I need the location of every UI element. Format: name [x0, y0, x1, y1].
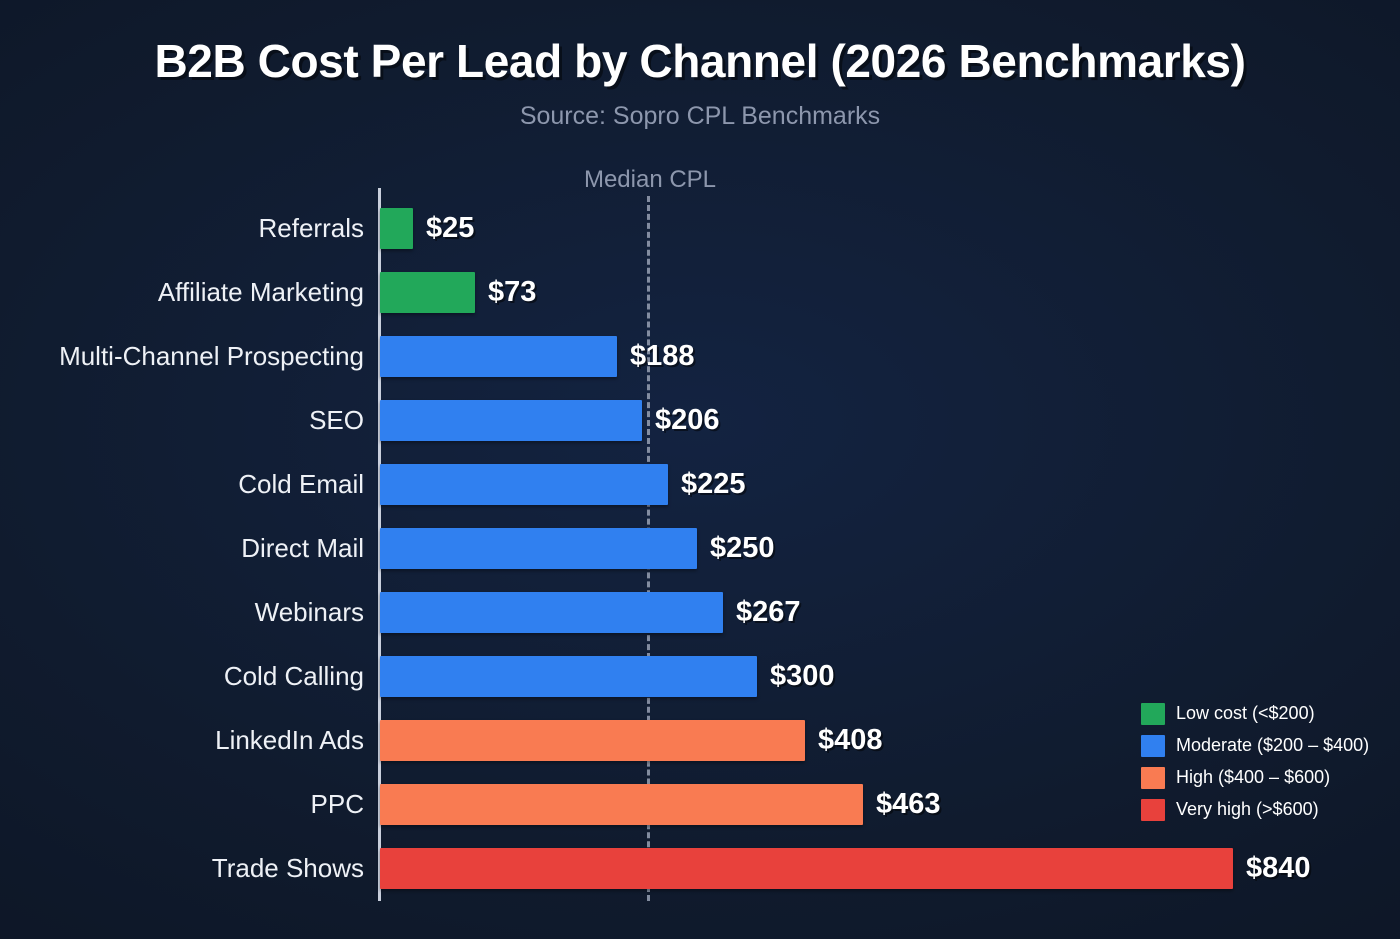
bar[interactable] [380, 336, 617, 377]
bar-value-label: $463 [876, 788, 941, 820]
legend-label: Moderate ($200 – $400) [1176, 735, 1370, 755]
legend-item[interactable]: High ($400 – $600) [1141, 764, 1381, 791]
chart-title: B2B Cost Per Lead by Channel (2026 Bench… [154, 35, 1246, 87]
bar[interactable] [380, 592, 723, 633]
bar-row: SEO $206 [0, 388, 1400, 452]
bar[interactable] [380, 720, 805, 761]
category-label: LinkedIn Ads [215, 725, 364, 755]
legend-label: High ($400 – $600) [1176, 767, 1331, 787]
bar-row: LinkedIn Ads $408 [0, 708, 1400, 772]
legend-label: Very high (>$600) [1176, 799, 1319, 819]
bar-row: Multi-Channel Prospecting $188 [0, 324, 1400, 388]
legend-item[interactable]: Low cost (<$200) [1141, 700, 1381, 727]
category-label: Direct Mail [241, 533, 364, 563]
bar-row: Affiliate Marketing $73 [0, 260, 1400, 324]
bar-value-label: $840 [1246, 852, 1311, 884]
bar-value-label: $188 [630, 340, 695, 372]
legend-swatch-icon [1141, 734, 1165, 757]
category-label: Trade Shows [211, 853, 364, 883]
bar-value-label: $73 [488, 276, 537, 308]
bar[interactable] [380, 272, 475, 313]
category-label: Affiliate Marketing [157, 277, 364, 307]
bar[interactable] [380, 656, 757, 697]
bar[interactable] [380, 784, 863, 825]
category-label: Webinars [254, 597, 364, 627]
y-axis-line [378, 188, 381, 901]
chart-legend: Low cost (<$200) Moderate ($200 – $400) Hi… [1141, 700, 1381, 828]
bar[interactable] [380, 400, 642, 441]
bar-row: Webinars $267 [0, 580, 1400, 644]
bar[interactable] [380, 208, 413, 249]
category-label: Cold Email [238, 469, 364, 499]
legend-label: Low cost (<$200) [1176, 703, 1315, 723]
category-label: Referrals [258, 213, 364, 243]
category-label: Cold Calling [223, 661, 364, 691]
bar-row: PPC $463 [0, 772, 1400, 836]
legend-item[interactable]: Moderate ($200 – $400) [1141, 732, 1381, 759]
bar[interactable] [380, 528, 697, 569]
legend-swatch-icon [1141, 766, 1165, 789]
bar-value-label: $408 [818, 724, 883, 756]
legend-swatch-icon [1141, 702, 1165, 725]
chart-subtitle: Source: Sopro CPL Benchmarks [519, 102, 881, 130]
bar-value-label: $250 [710, 532, 775, 564]
bar-row: Referrals $25 [0, 196, 1400, 260]
bar-row: Trade Shows $840 [0, 836, 1400, 900]
category-label: Multi-Channel Prospecting [59, 341, 364, 371]
bar-row: Cold Calling $300 [0, 644, 1400, 708]
legend-swatch-icon [1141, 798, 1165, 821]
category-label: PPC [310, 789, 364, 819]
bar-value-label: $300 [770, 660, 835, 692]
bar-value-label: $206 [655, 404, 720, 436]
bar-value-label: $225 [681, 468, 746, 500]
category-label: SEO [309, 405, 364, 435]
bar[interactable] [380, 464, 668, 505]
legend-item[interactable]: Very high (>$600) [1141, 796, 1381, 823]
bar-row: Cold Email $225 [0, 452, 1400, 516]
median-cpl-label: Median CPL [583, 166, 717, 193]
bar-value-label: $267 [736, 596, 801, 628]
bar-value-label: $25 [426, 212, 475, 244]
bar-row: Direct Mail $250 [0, 516, 1400, 580]
bar[interactable] [380, 848, 1233, 889]
